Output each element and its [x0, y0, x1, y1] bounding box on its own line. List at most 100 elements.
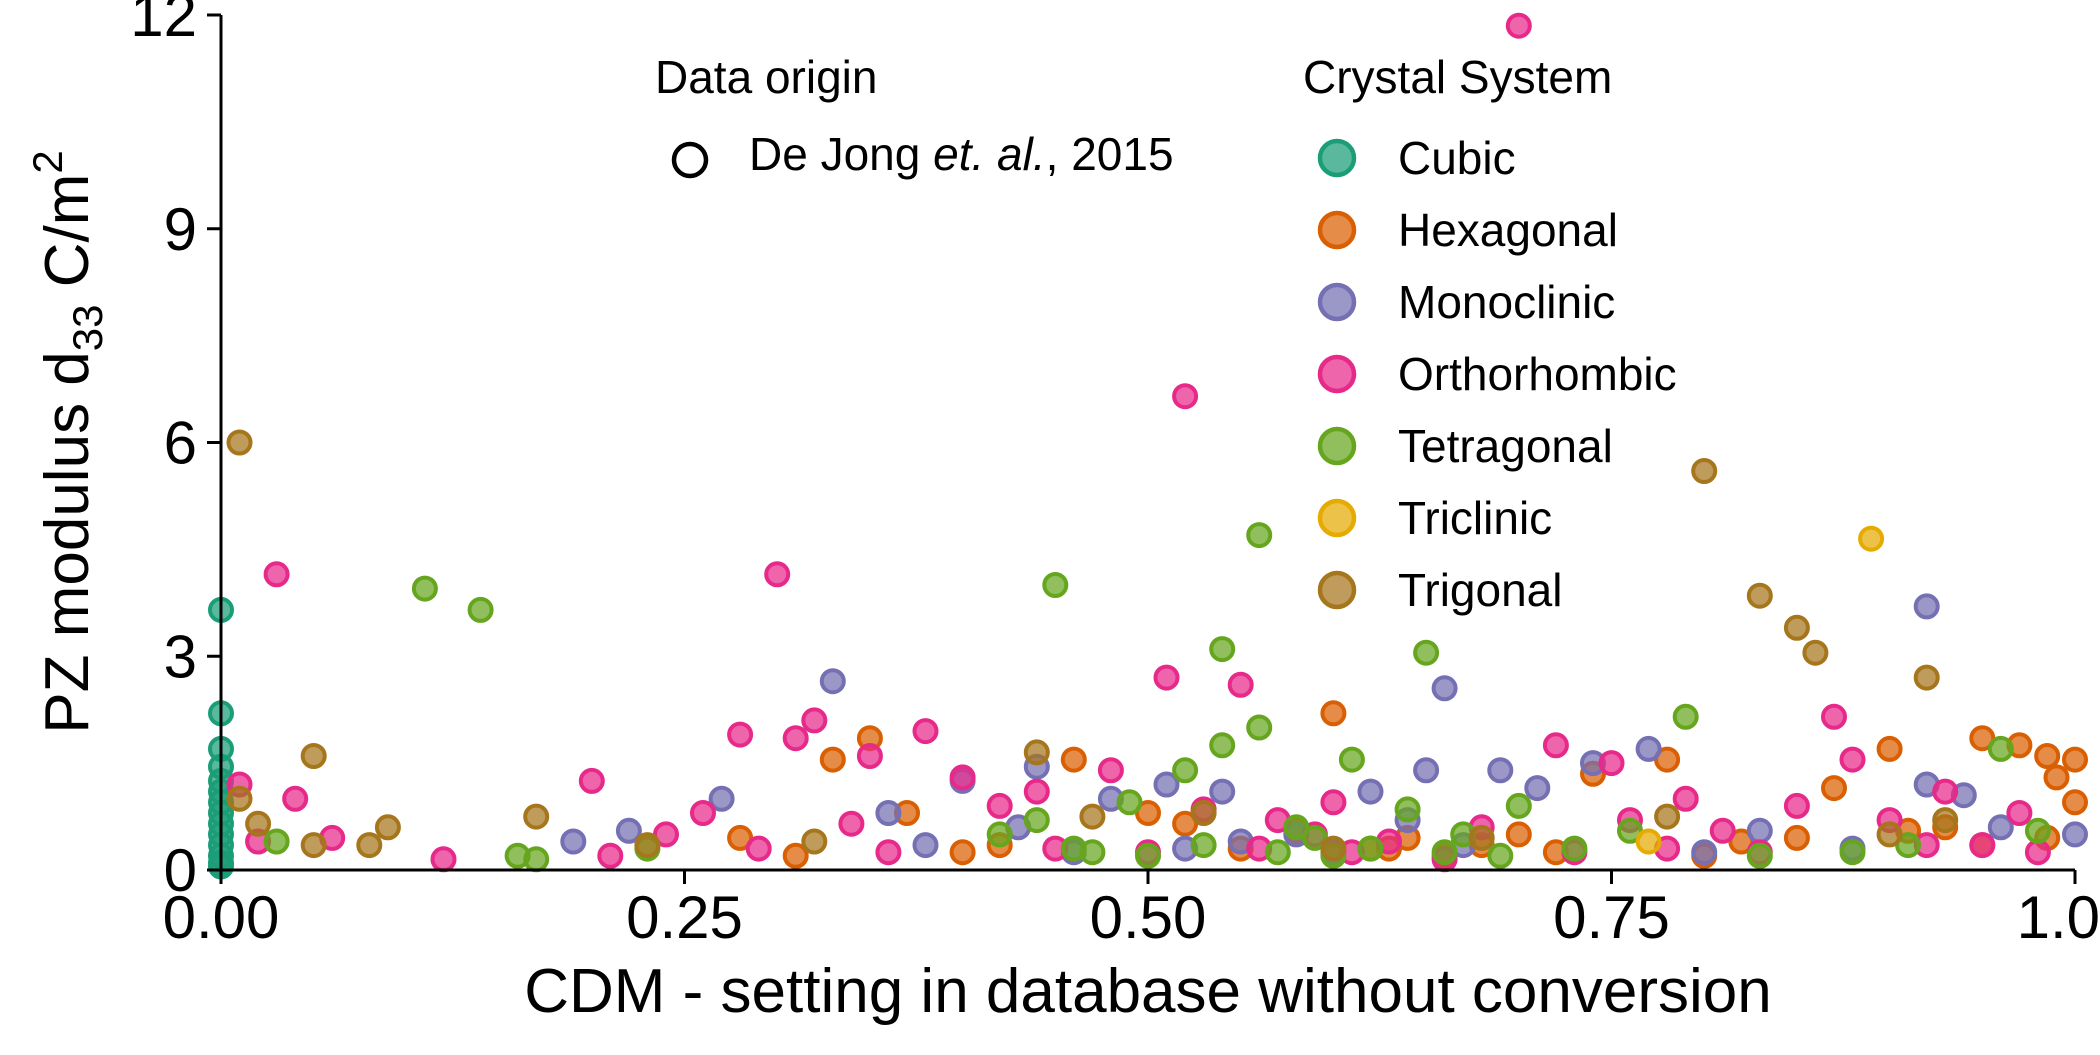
x-tick-label: 0.00: [163, 884, 280, 951]
data-point-trigonal: [226, 429, 253, 456]
x-tick-label: 0.50: [1090, 884, 1207, 951]
data-point-monoclinic: [708, 785, 735, 812]
data-point-orthorhombic: [2024, 839, 2051, 866]
y-axis-title-main: PZ modulus d: [33, 351, 102, 734]
data-point-orthorhombic: [949, 764, 976, 791]
data-point-tetragonal: [1987, 735, 2014, 762]
legend-label-tetragonal: Tetragonal: [1398, 420, 1613, 472]
data-point-orthorhombic: [1227, 671, 1254, 698]
data-point-tetragonal: [1617, 817, 1643, 844]
data-point-orthorhombic: [1320, 789, 1347, 816]
data-point-trigonal: [300, 743, 327, 769]
data-point-orthorhombic: [764, 561, 791, 588]
data-point-trigonal: [1746, 582, 1773, 609]
x-tick-label: 0.75: [1553, 884, 1670, 951]
data-point-hexagonal: [2034, 743, 2061, 769]
data-point-tetragonal: [1246, 522, 1273, 549]
legend-key-orthorhombic: [1317, 354, 1357, 394]
legend-key-trigonal: [1317, 570, 1357, 610]
y-tick-label: 3: [164, 623, 197, 690]
legend-label-trigonal: Trigonal: [1398, 564, 1562, 616]
y-axis-title: PZ modulus d33 C/m2: [24, 150, 111, 733]
data-point-tetragonal: [1413, 639, 1440, 666]
legend-key-monoclinic: [1317, 282, 1357, 322]
data-point-tetragonal: [2024, 817, 2051, 844]
legend-label-triclinic: Triclinic: [1398, 492, 1552, 544]
data-point-tetragonal: [1116, 789, 1143, 816]
data-point-trigonal: [1320, 835, 1347, 862]
legend-data-origin: Data origin De Jong et. al., 2015: [655, 51, 1174, 180]
data-point-trigonal: [1654, 803, 1681, 830]
data-point-monoclinic: [1431, 675, 1458, 702]
data-point-orthorhombic: [597, 842, 624, 869]
data-point-tetragonal: [1561, 835, 1588, 862]
data-point-hexagonal: [1135, 800, 1161, 826]
data-point-tetragonal: [1487, 842, 1514, 869]
legend-label-monoclinic: Monoclinic: [1398, 276, 1615, 328]
data-point-orthorhombic: [727, 721, 754, 748]
data-point-trigonal: [634, 832, 661, 859]
data-point-trigonal: [356, 832, 383, 859]
data-point-orthorhombic: [838, 810, 865, 837]
data-point-triclinic: [1858, 525, 1885, 552]
data-point-trigonal: [1783, 614, 1810, 641]
legend-origin-label-author: De Jong: [749, 128, 933, 180]
data-point-monoclinic: [1524, 775, 1551, 802]
data-point-monoclinic: [1357, 778, 1384, 805]
data-point-tetragonal: [1023, 807, 1050, 834]
data-point-tetragonal: [1746, 842, 1773, 869]
data-point-orthorhombic: [1672, 785, 1699, 812]
data-point-trigonal: [245, 810, 272, 837]
data-point-tetragonal: [1338, 746, 1365, 773]
data-point-trigonal: [523, 803, 550, 830]
data-point-tetragonal: [523, 846, 550, 873]
data-point-hexagonal: [1821, 775, 1847, 802]
data-point-orthorhombic: [1172, 383, 1199, 410]
data-point-trigonal: [1802, 639, 1829, 666]
data-point-hexagonal: [1172, 810, 1199, 837]
data-point-monoclinic: [1691, 839, 1718, 866]
data-point-hexagonal: [1505, 821, 1532, 848]
data-point-monoclinic: [1987, 814, 2014, 841]
legend-key-cubic: [1317, 138, 1357, 178]
data-point-trigonal: [1023, 739, 1050, 766]
data-point-orthorhombic: [1598, 750, 1625, 777]
data-point-trigonal: [300, 832, 327, 859]
data-point-orthorhombic: [282, 785, 309, 812]
legend-crystal-system: Crystal System Cubic Hexagonal Monoclinic O…: [1303, 51, 1677, 616]
data-point-orthorhombic: [1783, 792, 1810, 819]
y-tick-label: 6: [164, 410, 197, 477]
data-point-tetragonal: [263, 828, 290, 855]
data-point-tetragonal: [1079, 839, 1106, 866]
data-point-tetragonal: [986, 821, 1013, 848]
data-point-tetragonal: [1190, 832, 1217, 859]
x-tick-label: 0.25: [626, 884, 743, 951]
data-point-tetragonal: [1672, 703, 1699, 730]
data-point-tetragonal: [1209, 636, 1236, 663]
data-point-orthorhombic: [578, 767, 605, 794]
data-point-tetragonal: [1301, 824, 1328, 851]
data-point-hexagonal: [949, 839, 976, 866]
data-point-tetragonal: [1895, 832, 1922, 859]
data-point-tetragonal: [1394, 796, 1421, 823]
y-tick-label: 9: [164, 196, 197, 263]
data-point-orthorhombic: [263, 561, 290, 588]
legend-origin-label-year: , 2015: [1046, 128, 1174, 180]
data-point-orthorhombic: [1153, 664, 1180, 691]
legend-label-cubic: Cubic: [1398, 132, 1516, 184]
legend-key-triclinic: [1317, 498, 1357, 538]
data-point-tetragonal: [1246, 714, 1273, 741]
data-point-tetragonal: [1264, 839, 1291, 866]
data-point-tetragonal: [1135, 842, 1161, 869]
data-point-monoclinic: [615, 817, 642, 844]
data-point-tetragonal: [1431, 839, 1458, 866]
data-point-orthorhombic: [653, 821, 679, 848]
data-point-monoclinic: [1746, 817, 1773, 844]
data-point-tetragonal: [1283, 814, 1310, 841]
data-point-orthorhombic: [912, 718, 939, 745]
data-point-trigonal: [1876, 821, 1903, 848]
legend-origin-title: Data origin: [655, 51, 877, 103]
data-point-orthorhombic: [1505, 12, 1532, 39]
